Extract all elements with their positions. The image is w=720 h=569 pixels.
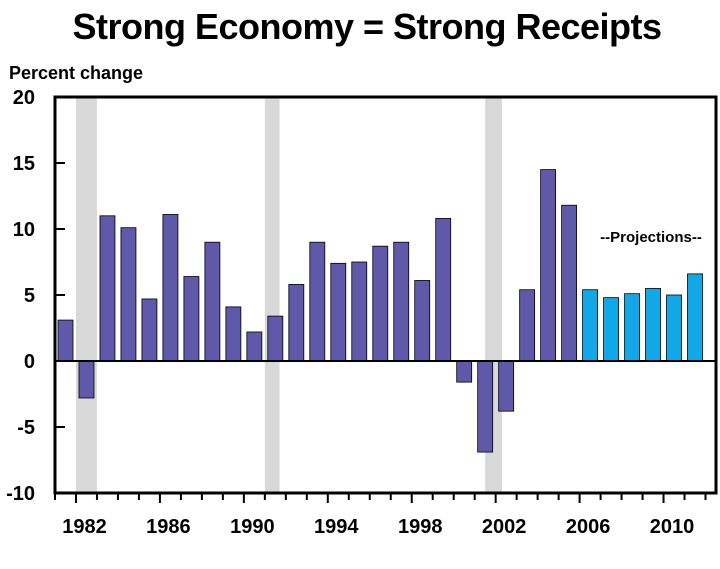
x-tick-label: 1998: [398, 516, 443, 538]
y-tick-label: -5: [17, 417, 35, 439]
projection-bar: [624, 293, 640, 362]
bar: [561, 204, 578, 362]
bar: [519, 289, 536, 362]
bar: [246, 331, 263, 362]
y-tick-label: 10: [13, 219, 35, 241]
y-axis-ticks: 20 15 10 5 0 -5 -10: [6, 87, 65, 505]
x-tick-label: 2006: [566, 516, 611, 538]
x-tick-label: 1990: [230, 516, 275, 538]
bar: [372, 245, 389, 362]
x-tick-label: 1982: [62, 516, 107, 538]
bar: [120, 227, 137, 362]
bar: [141, 298, 158, 362]
bar: [351, 261, 368, 362]
bar: [309, 241, 326, 362]
recession-band: [75, 97, 97, 493]
x-axis-ticks: 1982 1986 1990 1994 1998 2002 2006 2010: [54, 493, 707, 538]
recession-band: [264, 97, 280, 493]
bar: [225, 306, 242, 362]
x-tick-label: 2002: [482, 516, 527, 538]
bar: [330, 262, 347, 362]
bar: [456, 360, 473, 383]
projection-bar: [666, 294, 682, 362]
projection-bar: [582, 289, 598, 362]
bar: [498, 360, 515, 412]
bar: [414, 280, 431, 362]
y-tick-label: 20: [13, 87, 35, 109]
y-tick-label: 5: [24, 285, 35, 307]
projection-bar: [603, 297, 619, 362]
projection-bar: [687, 273, 703, 362]
bar: [267, 315, 284, 362]
y-axis-label: Percent change: [9, 63, 144, 83]
bar: [288, 284, 305, 362]
bar: [393, 241, 410, 362]
bar: [435, 218, 452, 362]
projections-annotation: --Projections--: [600, 229, 702, 246]
chart-title: Strong Economy = Strong Receipts: [72, 6, 662, 47]
bar: [540, 169, 557, 362]
y-tick-label: 15: [13, 153, 35, 175]
projection-bar: [645, 287, 661, 362]
x-tick-label: 2010: [650, 516, 695, 538]
x-tick-label: 1986: [146, 516, 191, 538]
bar: [57, 319, 74, 362]
bars: [57, 169, 703, 453]
bar: [99, 215, 116, 362]
bar: [183, 276, 200, 362]
y-tick-label: 0: [24, 351, 35, 373]
y-tick-label: -10: [6, 483, 35, 505]
bar: [477, 360, 494, 453]
bar: [162, 214, 179, 362]
bar: [78, 360, 95, 399]
bar: [204, 241, 221, 362]
x-tick-label: 1994: [314, 516, 359, 538]
